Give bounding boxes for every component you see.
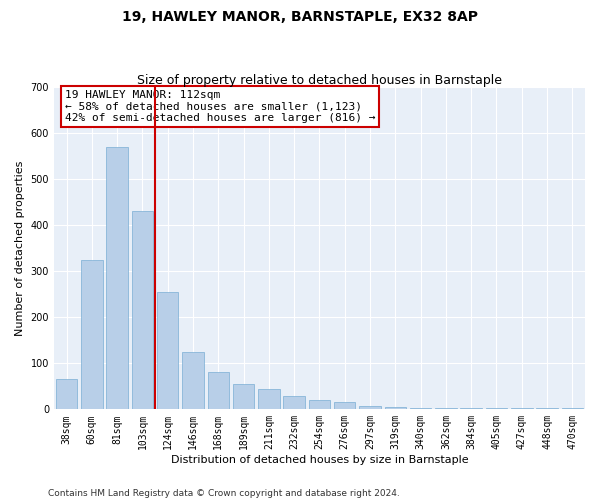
Bar bbox=[460, 408, 482, 410]
Bar bbox=[334, 402, 355, 409]
Y-axis label: Number of detached properties: Number of detached properties bbox=[15, 160, 25, 336]
Bar bbox=[486, 408, 507, 410]
Bar bbox=[81, 260, 103, 410]
Title: Size of property relative to detached houses in Barnstaple: Size of property relative to detached ho… bbox=[137, 74, 502, 87]
Bar bbox=[208, 372, 229, 410]
Bar bbox=[56, 380, 77, 410]
Bar bbox=[283, 396, 305, 409]
Bar bbox=[562, 408, 583, 410]
Text: 19 HAWLEY MANOR: 112sqm
← 58% of detached houses are smaller (1,123)
42% of semi: 19 HAWLEY MANOR: 112sqm ← 58% of detache… bbox=[65, 90, 375, 124]
Bar bbox=[131, 212, 153, 410]
Bar bbox=[359, 406, 381, 409]
Bar bbox=[258, 388, 280, 409]
X-axis label: Distribution of detached houses by size in Barnstaple: Distribution of detached houses by size … bbox=[170, 455, 468, 465]
Bar bbox=[410, 408, 431, 410]
Bar bbox=[233, 384, 254, 409]
Bar bbox=[157, 292, 178, 410]
Bar bbox=[182, 352, 204, 410]
Bar bbox=[385, 407, 406, 410]
Bar bbox=[309, 400, 330, 409]
Bar bbox=[536, 408, 558, 410]
Bar bbox=[435, 408, 457, 410]
Text: 19, HAWLEY MANOR, BARNSTAPLE, EX32 8AP: 19, HAWLEY MANOR, BARNSTAPLE, EX32 8AP bbox=[122, 10, 478, 24]
Bar bbox=[511, 408, 533, 410]
Text: Contains HM Land Registry data © Crown copyright and database right 2024.: Contains HM Land Registry data © Crown c… bbox=[48, 488, 400, 498]
Bar bbox=[106, 147, 128, 409]
